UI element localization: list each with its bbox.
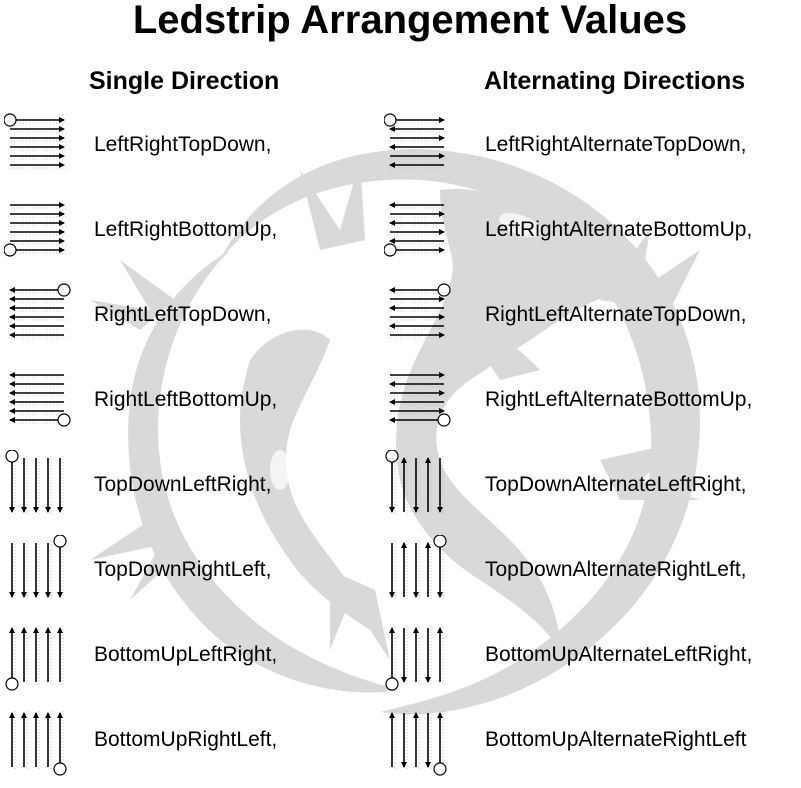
arrangement-diagram-icon	[389, 711, 447, 776]
start-point-circle	[57, 283, 71, 297]
arrangement-label: RightLeftAlternateTopDown,	[485, 303, 747, 326]
start-point-circle	[385, 677, 399, 691]
arrangement-diagram-icon	[4, 113, 66, 169]
start-point-circle	[384, 243, 397, 257]
arrangement-diagram-icon	[384, 202, 446, 257]
arrangement-diagram-icon	[388, 372, 451, 427]
start-point-circle	[53, 762, 67, 776]
arrangement-diagram-icon	[388, 283, 451, 339]
arrangement-diagram-icon	[5, 626, 64, 691]
start-point-circle	[5, 450, 19, 463]
start-point-circle	[384, 113, 397, 127]
arrangement-diagram-icon	[9, 711, 67, 776]
start-point-circle	[433, 762, 447, 776]
arrangement-label: BottomUpAlternateRightLeft	[485, 728, 747, 751]
arrangement-label: TopDownRightLeft,	[94, 558, 272, 581]
arrangement-label: RightLeftBottomUp,	[94, 388, 278, 411]
start-point-circle	[57, 413, 71, 427]
start-point-circle	[4, 113, 17, 127]
arrangement-label: LeftRightBottomUp,	[94, 218, 278, 241]
arrangement-label: RightLeftAlternateBottomUp,	[485, 388, 753, 411]
arrangement-label: TopDownLeftRight,	[94, 473, 272, 496]
arrangement-diagram-icon	[384, 113, 446, 169]
arrangement-label: LeftRightTopDown,	[94, 133, 272, 156]
start-point-circle	[5, 677, 19, 691]
start-point-circle	[385, 450, 399, 463]
start-point-circle	[53, 535, 67, 548]
alternating-directions-heading: Alternating Directions	[484, 67, 746, 95]
arrangement-label: BottomUpLeftRight,	[94, 643, 278, 666]
single-direction-heading: Single Direction	[89, 67, 280, 95]
arrangement-label: LeftRightAlternateBottomUp,	[485, 218, 753, 241]
arrangement-diagram-icon	[8, 372, 71, 427]
start-point-circle	[4, 243, 17, 257]
arrangement-diagram-icon	[385, 626, 444, 691]
start-point-circle	[433, 535, 447, 548]
arrangement-diagram-icon	[5, 450, 64, 514]
start-point-circle	[437, 413, 451, 427]
start-point-circle	[437, 283, 451, 297]
arrangement-diagram-icon	[8, 283, 71, 339]
arrangement-diagram-icon	[389, 535, 447, 599]
arrangement-label: BottomUpAlternateLeftRight,	[485, 643, 753, 666]
arrangement-label: LeftRightAlternateTopDown,	[485, 133, 747, 156]
arrangement-diagram-icon	[4, 202, 66, 257]
arrangement-label: RightLeftTopDown,	[94, 303, 272, 326]
arrangement-diagram-icon	[385, 450, 444, 514]
arrangement-label: TopDownAlternateRightLeft,	[485, 558, 747, 581]
arrangement-label: BottomUpRightLeft,	[94, 728, 278, 751]
arrangement-label: TopDownAlternateLeftRight,	[485, 473, 747, 496]
arrangement-diagram-icon	[9, 535, 67, 599]
page-title: Ledstrip Arrangement Values	[132, 0, 688, 42]
